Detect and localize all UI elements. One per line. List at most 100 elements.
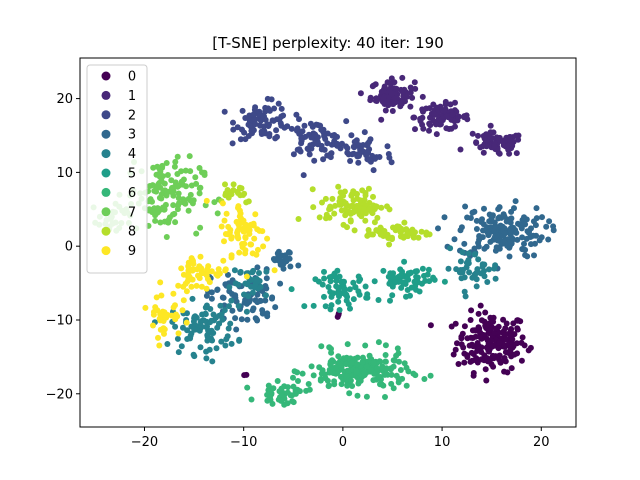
scatter-point-4 <box>251 284 258 291</box>
scatter-point-4 <box>178 343 185 350</box>
scatter-point-1 <box>489 135 496 142</box>
scatter-point-1 <box>487 122 494 129</box>
scatter-point-9 <box>175 330 182 337</box>
scatter-point-3 <box>243 300 250 307</box>
scatter-point-7 <box>187 168 194 175</box>
scatter-point-3 <box>532 222 539 229</box>
legend-marker-5 <box>101 168 111 178</box>
scatter-point-8 <box>329 195 336 202</box>
scatter-point-5 <box>327 278 334 285</box>
scatter-point-6 <box>396 358 402 365</box>
scatter-point-2 <box>334 140 340 147</box>
scatter-point-0 <box>503 336 509 343</box>
scatter-point-2 <box>356 142 362 149</box>
scatter-point-8 <box>385 235 392 241</box>
scatter-point-0 <box>454 340 460 347</box>
scatter-point-5 <box>338 278 345 285</box>
scatter-point-4 <box>231 267 238 274</box>
y-tick-label: 10 <box>56 166 73 181</box>
scatter-point-1 <box>433 104 440 111</box>
scatter-point-4 <box>199 311 206 318</box>
scatter-point-7 <box>180 196 187 203</box>
scatter-point-1 <box>433 131 440 138</box>
scatter-point-1 <box>441 107 448 114</box>
scatter-point-9 <box>236 249 243 256</box>
scatter-point-3 <box>497 222 504 229</box>
scatter-point-8 <box>322 195 329 202</box>
scatter-point-0 <box>496 352 503 359</box>
scatter-point-3 <box>507 227 514 234</box>
scatter-point-3 <box>283 256 290 263</box>
scatter-point-3 <box>492 223 499 230</box>
scatter-point-7 <box>196 165 203 171</box>
scatter-point-2 <box>290 151 297 158</box>
scatter-point-3 <box>287 263 294 270</box>
scatter-point-7 <box>154 209 161 216</box>
scatter-point-4 <box>203 355 210 362</box>
scatter-point-4 <box>210 330 217 336</box>
scatter-point-4 <box>216 320 222 327</box>
scatter-point-8 <box>351 227 358 234</box>
scatter-point-6 <box>333 364 339 371</box>
scatter-point-3 <box>252 297 259 304</box>
scatter-point-0 <box>502 325 509 332</box>
scatter-point-7 <box>171 163 178 170</box>
scatter-point-3 <box>458 224 465 231</box>
scatter-point-6 <box>327 361 334 368</box>
scatter-point-2 <box>252 121 259 128</box>
x-tick-label: −10 <box>230 435 257 450</box>
scatter-point-8 <box>372 203 379 210</box>
legend-marker-7 <box>101 207 111 217</box>
scatter-point-6 <box>401 360 408 367</box>
scatter-point-2 <box>278 122 285 129</box>
scatter-point-2 <box>255 111 262 118</box>
x-tick-label: 10 <box>434 435 451 450</box>
scatter-point-2 <box>318 146 325 153</box>
scatter-point-7 <box>168 177 175 184</box>
x-tick-label: 0 <box>339 435 347 450</box>
scatter-point-5 <box>398 284 405 291</box>
scatter-point-9 <box>271 267 278 274</box>
legend-marker-2 <box>101 110 111 120</box>
scatter-point-2 <box>327 154 334 161</box>
scatter-point-1 <box>509 142 516 149</box>
scatter-point-5 <box>413 286 419 293</box>
scatter-point-6 <box>379 363 386 370</box>
scatter-point-3 <box>286 249 293 256</box>
scatter-point-0 <box>489 343 496 350</box>
scatter-point-3 <box>546 218 553 225</box>
scatter-point-4 <box>226 284 233 291</box>
scatter-point-2 <box>294 146 301 153</box>
scatter-point-1 <box>378 116 385 123</box>
scatter-point-5 <box>321 293 327 300</box>
scatter-point-2 <box>343 118 350 125</box>
scatter-point-7 <box>163 160 170 166</box>
scatter-point-4 <box>216 312 223 319</box>
scatter-point-8 <box>374 214 381 221</box>
scatter-point-1 <box>431 110 437 117</box>
scatter-point-0 <box>477 302 484 309</box>
scatter-point-1 <box>452 123 458 130</box>
scatter-point-4 <box>236 337 243 344</box>
scatter-point-9 <box>198 283 205 290</box>
y-tick-label: 20 <box>56 92 73 107</box>
scatter-point-8 <box>354 191 360 197</box>
scatter-point-2 <box>288 125 295 132</box>
scatter-point-8 <box>396 223 402 230</box>
scatter-point-4 <box>221 307 228 314</box>
scatter-point-6 <box>276 388 283 395</box>
scatter-point-2 <box>351 144 358 151</box>
scatter-point-0 <box>450 351 457 358</box>
scatter-point-7 <box>175 190 182 197</box>
scatter-point-5 <box>404 287 411 293</box>
scatter-point-4 <box>218 338 225 345</box>
scatter-point-5 <box>350 296 357 303</box>
scatter-point-2 <box>280 112 287 119</box>
scatter-point-4 <box>228 297 235 304</box>
scatter-point-1 <box>407 103 414 110</box>
scatter-point-3 <box>492 233 498 240</box>
scatter-point-0 <box>241 372 248 379</box>
scatter-point-2 <box>304 145 311 152</box>
scatter-point-6 <box>353 368 360 375</box>
scatter-point-7 <box>158 195 165 202</box>
